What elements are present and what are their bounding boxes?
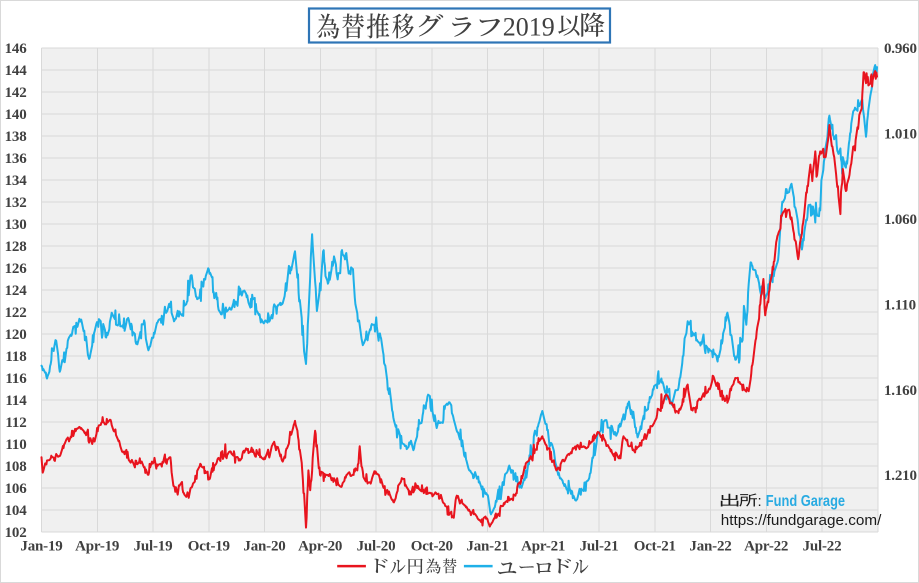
svg-text:1.210: 1.210 bbox=[884, 468, 917, 484]
svg-text:1.060: 1.060 bbox=[884, 212, 917, 228]
svg-text:Apr-19: Apr-19 bbox=[75, 539, 119, 555]
svg-text:140: 140 bbox=[5, 107, 27, 123]
svg-text:Apr-20: Apr-20 bbox=[298, 539, 342, 555]
svg-text:114: 114 bbox=[5, 393, 27, 409]
svg-text:126: 126 bbox=[5, 261, 28, 277]
svg-text:1.110: 1.110 bbox=[884, 297, 916, 313]
svg-text:144: 144 bbox=[5, 63, 28, 79]
svg-text:102: 102 bbox=[5, 525, 27, 541]
svg-text:Oct-21: Oct-21 bbox=[634, 539, 676, 555]
svg-text:132: 132 bbox=[5, 195, 27, 211]
svg-text:124: 124 bbox=[5, 283, 28, 299]
svg-text:116: 116 bbox=[5, 371, 27, 387]
svg-text:Apr-22: Apr-22 bbox=[744, 539, 788, 555]
svg-text:Oct-20: Oct-20 bbox=[411, 539, 453, 555]
svg-text:112: 112 bbox=[5, 415, 26, 431]
svg-text:142: 142 bbox=[5, 85, 27, 101]
svg-text:Jan-21: Jan-21 bbox=[466, 539, 508, 555]
svg-text:122: 122 bbox=[5, 305, 27, 321]
svg-text:2019: 2019 bbox=[503, 13, 555, 42]
svg-text::: : bbox=[758, 493, 762, 510]
svg-text:110: 110 bbox=[5, 437, 26, 453]
svg-text:136: 136 bbox=[5, 151, 28, 167]
svg-text:Jul-20: Jul-20 bbox=[357, 539, 396, 555]
svg-text:Fund Garage: Fund Garage bbox=[766, 493, 846, 510]
svg-text:Apr-21: Apr-21 bbox=[521, 539, 565, 555]
svg-text:108: 108 bbox=[5, 459, 27, 475]
svg-text:Jul-22: Jul-22 bbox=[803, 539, 842, 555]
svg-text:1.160: 1.160 bbox=[884, 383, 917, 399]
svg-text:0.960: 0.960 bbox=[884, 41, 917, 57]
svg-text:130: 130 bbox=[5, 217, 27, 233]
svg-text:Jan-19: Jan-19 bbox=[20, 539, 62, 555]
svg-text:138: 138 bbox=[5, 129, 27, 145]
svg-text:Jul-19: Jul-19 bbox=[134, 539, 173, 555]
svg-text:Jul-21: Jul-21 bbox=[580, 539, 619, 555]
svg-text:1.010: 1.010 bbox=[884, 127, 917, 143]
svg-text:Jan-20: Jan-20 bbox=[243, 539, 285, 555]
svg-text:https://fundgarage.com/: https://fundgarage.com/ bbox=[721, 512, 882, 529]
svg-text:118: 118 bbox=[5, 349, 26, 365]
svg-text:Jan-22: Jan-22 bbox=[689, 539, 731, 555]
svg-text:120: 120 bbox=[5, 327, 27, 343]
svg-text:Oct-19: Oct-19 bbox=[188, 539, 230, 555]
svg-text:128: 128 bbox=[5, 239, 27, 255]
svg-text:146: 146 bbox=[5, 41, 28, 57]
svg-text:104: 104 bbox=[5, 503, 28, 519]
svg-text:134: 134 bbox=[5, 173, 28, 189]
svg-text:106: 106 bbox=[5, 481, 28, 497]
